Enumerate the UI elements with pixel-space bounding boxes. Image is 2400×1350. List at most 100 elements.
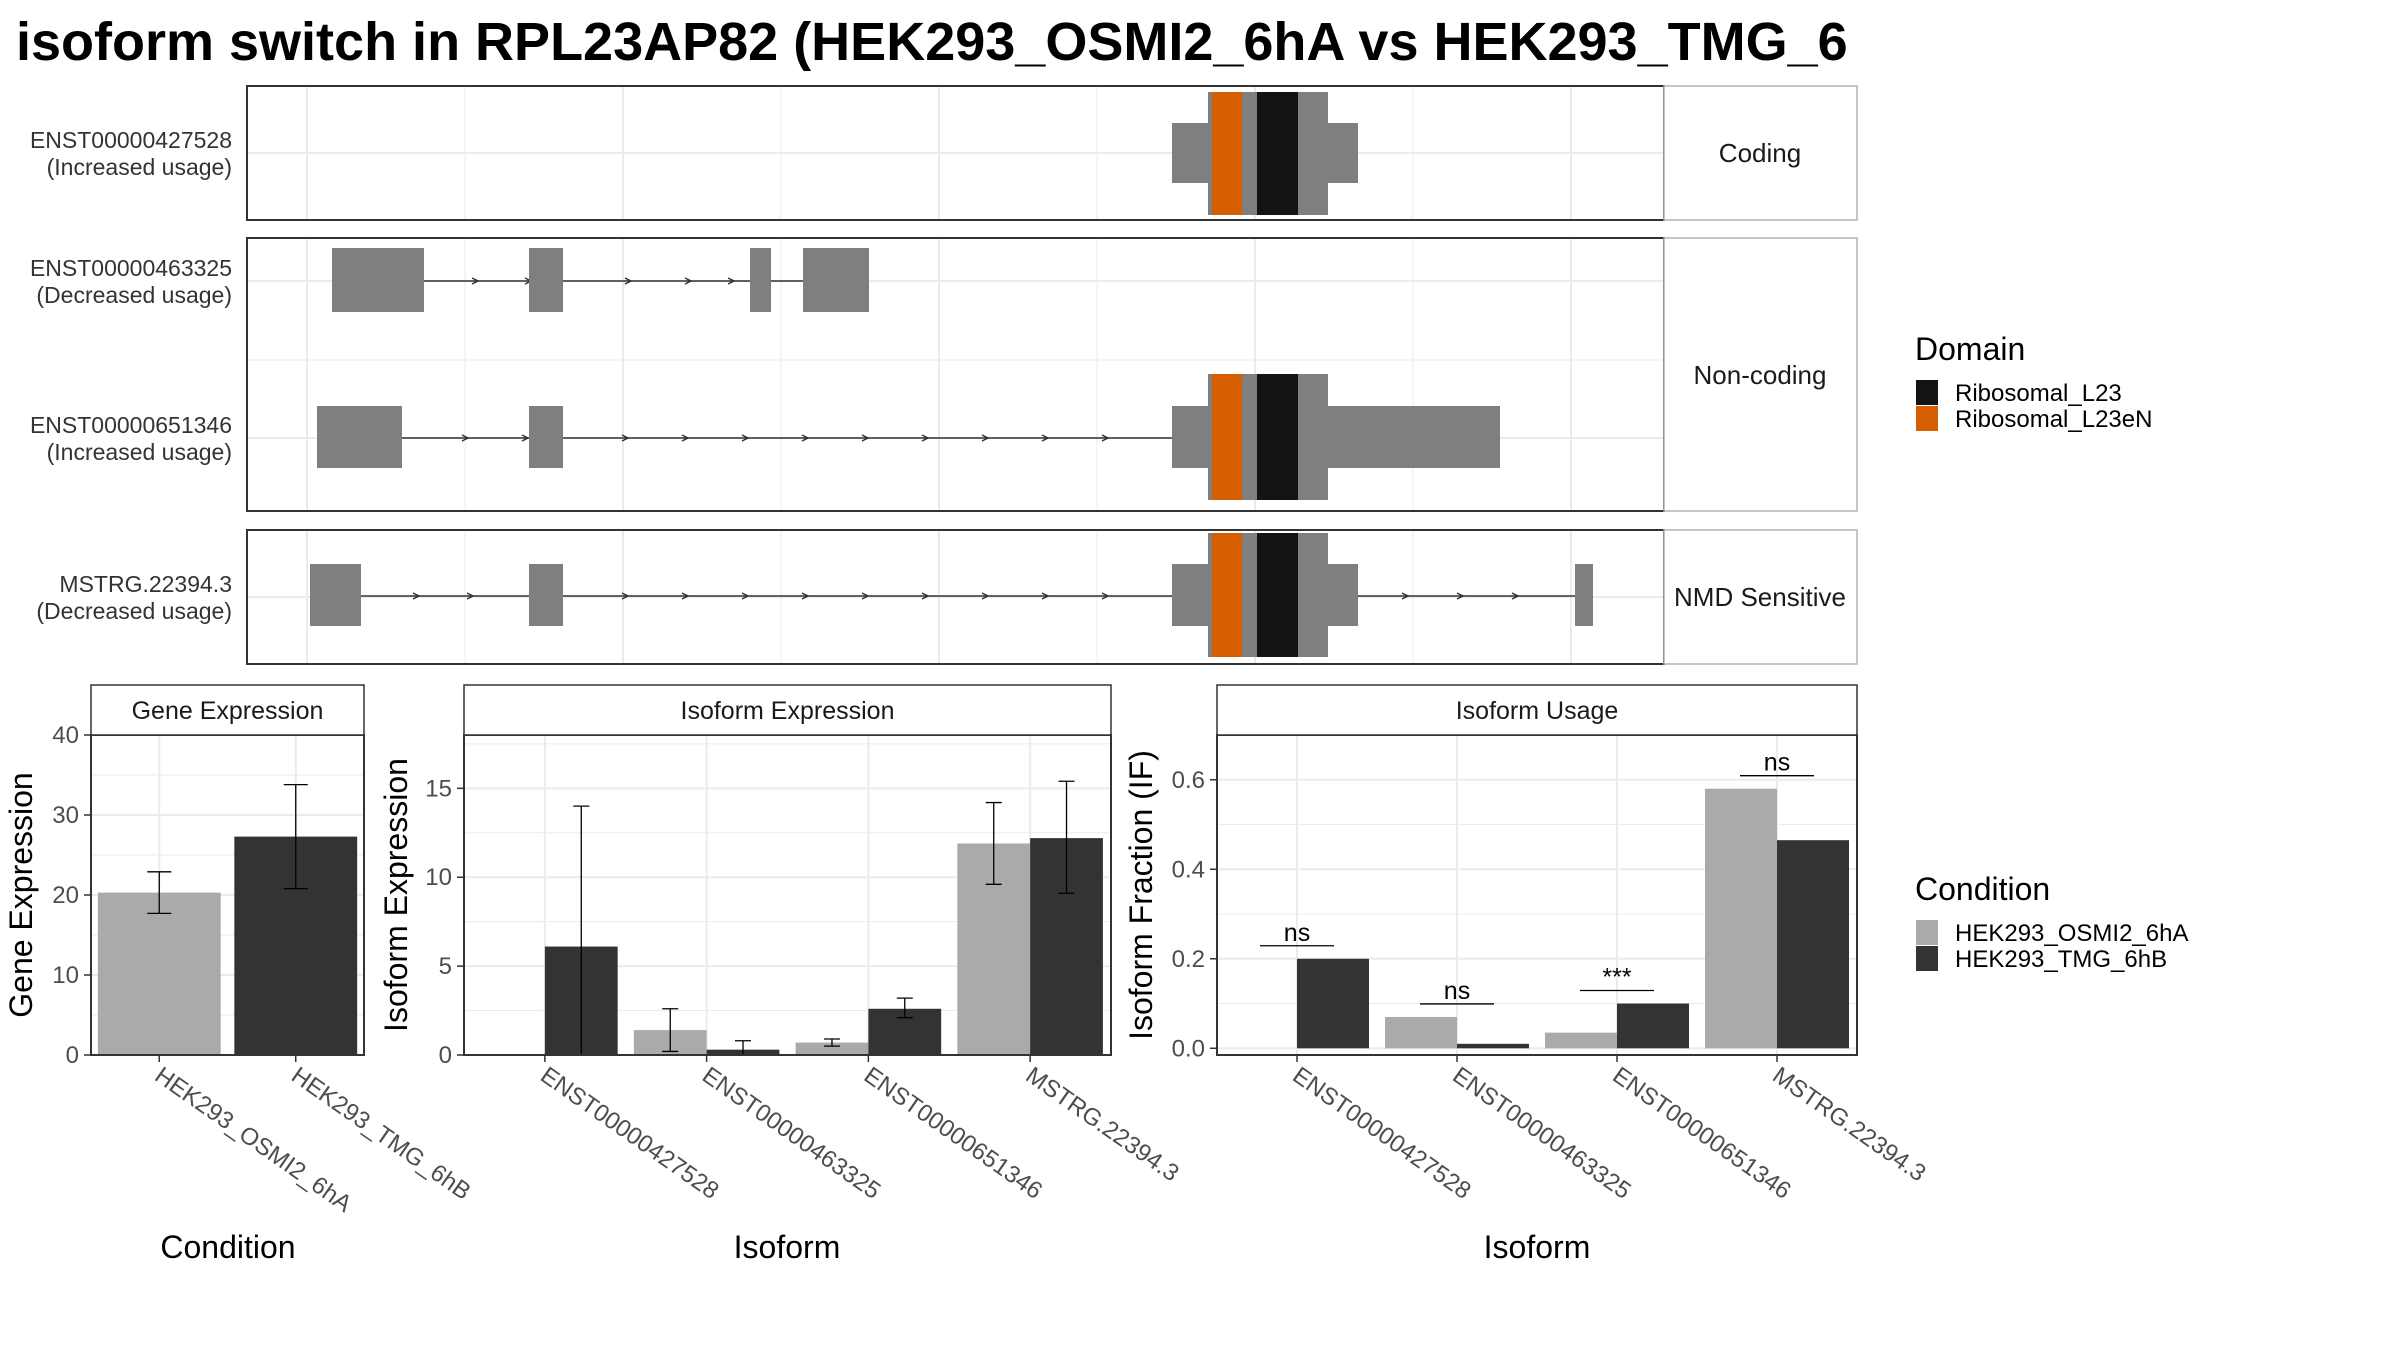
utr-exon [1172,123,1208,183]
y-tick-label: 0 [439,1042,452,1069]
structure-panel-nmd-sensitive: NMD Sensitive MSTRG.22394.3 (Decreased u… [36,529,1858,665]
bar [1297,958,1369,1049]
legend-label: HEK293_TMG_6hB [1955,946,2167,973]
error-bar [823,1038,840,1047]
y-tick-label: 15 [425,775,452,802]
grid-lines [248,87,1663,219]
y-tick-label: 20 [52,882,79,909]
x-tick-label: MSTRG.22394.3 [1768,1062,1931,1187]
bar [1617,1003,1689,1049]
y-axis-title: Gene Expression [3,772,39,1017]
condition-legend: Condition HEK293_OSMI2_6hA HEK293_TMG_6h… [1915,871,2188,973]
facet-title: Isoform Usage [1456,697,1619,725]
bar-charts: Gene Expression010203040HEK293_OSMI2_6hA… [3,684,1931,1265]
y-tick-label: 0.2 [1172,946,1205,973]
x-tick-label: MSTRG.22394.3 [1021,1062,1184,1187]
domain-ribosomal-l23 [1257,374,1298,500]
exon [529,248,563,312]
x-tick-label: ENST00000427528 [535,1062,723,1205]
significance-label: ns [1284,919,1310,947]
transcript-usage-label: (Increased usage) [47,154,232,180]
y-tick-label: 40 [52,722,79,749]
intron-arrows [461,434,1110,442]
significance-label: ns [1444,977,1470,1005]
legend-label: Ribosomal_L23eN [1955,406,2152,433]
error-bar [896,997,913,1019]
transcript-id-label: ENST00000463325 [30,255,232,281]
exon [317,406,402,468]
exon [310,564,361,626]
exon [529,564,563,626]
bar [97,892,221,1055]
y-tick-label: 30 [52,802,79,829]
facet-strip [1216,684,1858,736]
legend-label: Ribosomal_L23 [1955,380,2122,407]
exon [1328,564,1358,626]
y-axis-title: Isoform Expression [378,758,414,1032]
strip-background [1663,85,1858,221]
structure-panel-coding: Coding ENST00000427528 (Increased usage) [30,85,1858,221]
legend-label: HEK293_OSMI2_6hA [1955,920,2188,947]
structure-panel-non-coding: Non-coding ENST00000463325 (Decreased us… [30,237,1858,512]
y-tick-label: 10 [425,864,452,891]
significance-annotation: ns [1420,977,1494,1005]
transcript-structure: Coding ENST00000427528 (Increased usage) [30,85,1858,665]
transcript-ENST00000651346 [317,374,1500,500]
x-axis-title: Isoform [734,1229,841,1265]
transcript-ENST00000463325 [332,248,869,312]
transcript-ENST00000427528 [1172,92,1358,215]
y-tick-label: 0.4 [1172,856,1205,883]
significance-annotation: ns [1260,919,1334,947]
chart-panel-isoform-expression: Isoform Expression051015ENST00000427528E… [378,684,1184,1265]
facet-strip [463,684,1112,736]
legend-swatch [1916,380,1938,405]
domain-ribosomal-l23en [1212,374,1242,500]
error-bar [147,871,172,915]
strip-background [1663,529,1858,665]
bar [1385,1016,1457,1049]
bar [1777,840,1849,1049]
exon [803,248,869,312]
transcript-id-label: ENST00000651346 [30,412,232,438]
exon [1328,406,1500,468]
bar [1545,1032,1617,1049]
transcript-usage-label: (Decreased usage) [36,598,232,624]
y-tick-label: 10 [52,962,79,989]
strip-label-non-coding: Non-coding [1694,360,1827,390]
x-tick-label: ENST00000651346 [859,1062,1047,1205]
legend-swatch [1916,920,1938,945]
error-bar [1058,780,1075,894]
exon [1575,564,1593,626]
domain-ribosomal-l23en [1212,92,1242,215]
facet-strip [90,684,365,736]
transcript-usage-label: (Decreased usage) [36,282,232,308]
strip-label-nmd-sensitive: NMD Sensitive [1674,582,1846,612]
bar [1705,788,1777,1049]
significance-annotation: *** [1580,964,1654,992]
domain-ribosomal-l23 [1257,533,1298,657]
legend-title: Condition [1915,871,2050,907]
significance-label: *** [1602,964,1631,992]
error-bar [985,801,1002,885]
intron-arrows [412,592,1520,600]
y-tick-label: 0.6 [1172,767,1205,794]
error-bar [283,783,308,890]
significance-label: ns [1764,749,1790,777]
facet-title: Isoform Expression [681,697,895,725]
y-tick-label: 0 [66,1042,79,1069]
domain-legend: Domain Ribosomal_L23 Ribosomal_L23eN [1915,331,2152,433]
bar [1457,1043,1529,1049]
legend-swatch [1916,946,1938,971]
exon [750,248,771,312]
transcript-id-label: MSTRG.22394.3 [59,571,232,597]
x-tick-label: ENST00000463325 [697,1062,885,1205]
significance-annotation: ns [1740,749,1814,777]
transcript-MSTRG.22394.3 [310,533,1593,657]
transcript-usage-label: (Increased usage) [47,439,232,465]
legend-title: Domain [1915,331,2025,367]
figure-title: isoform switch in RPL23AP82 (HEK293_OSMI… [16,12,1848,72]
error-bar [662,1008,679,1053]
y-axis-title: Isoform Fraction (IF) [1123,750,1159,1040]
utr-exon [1328,123,1358,183]
